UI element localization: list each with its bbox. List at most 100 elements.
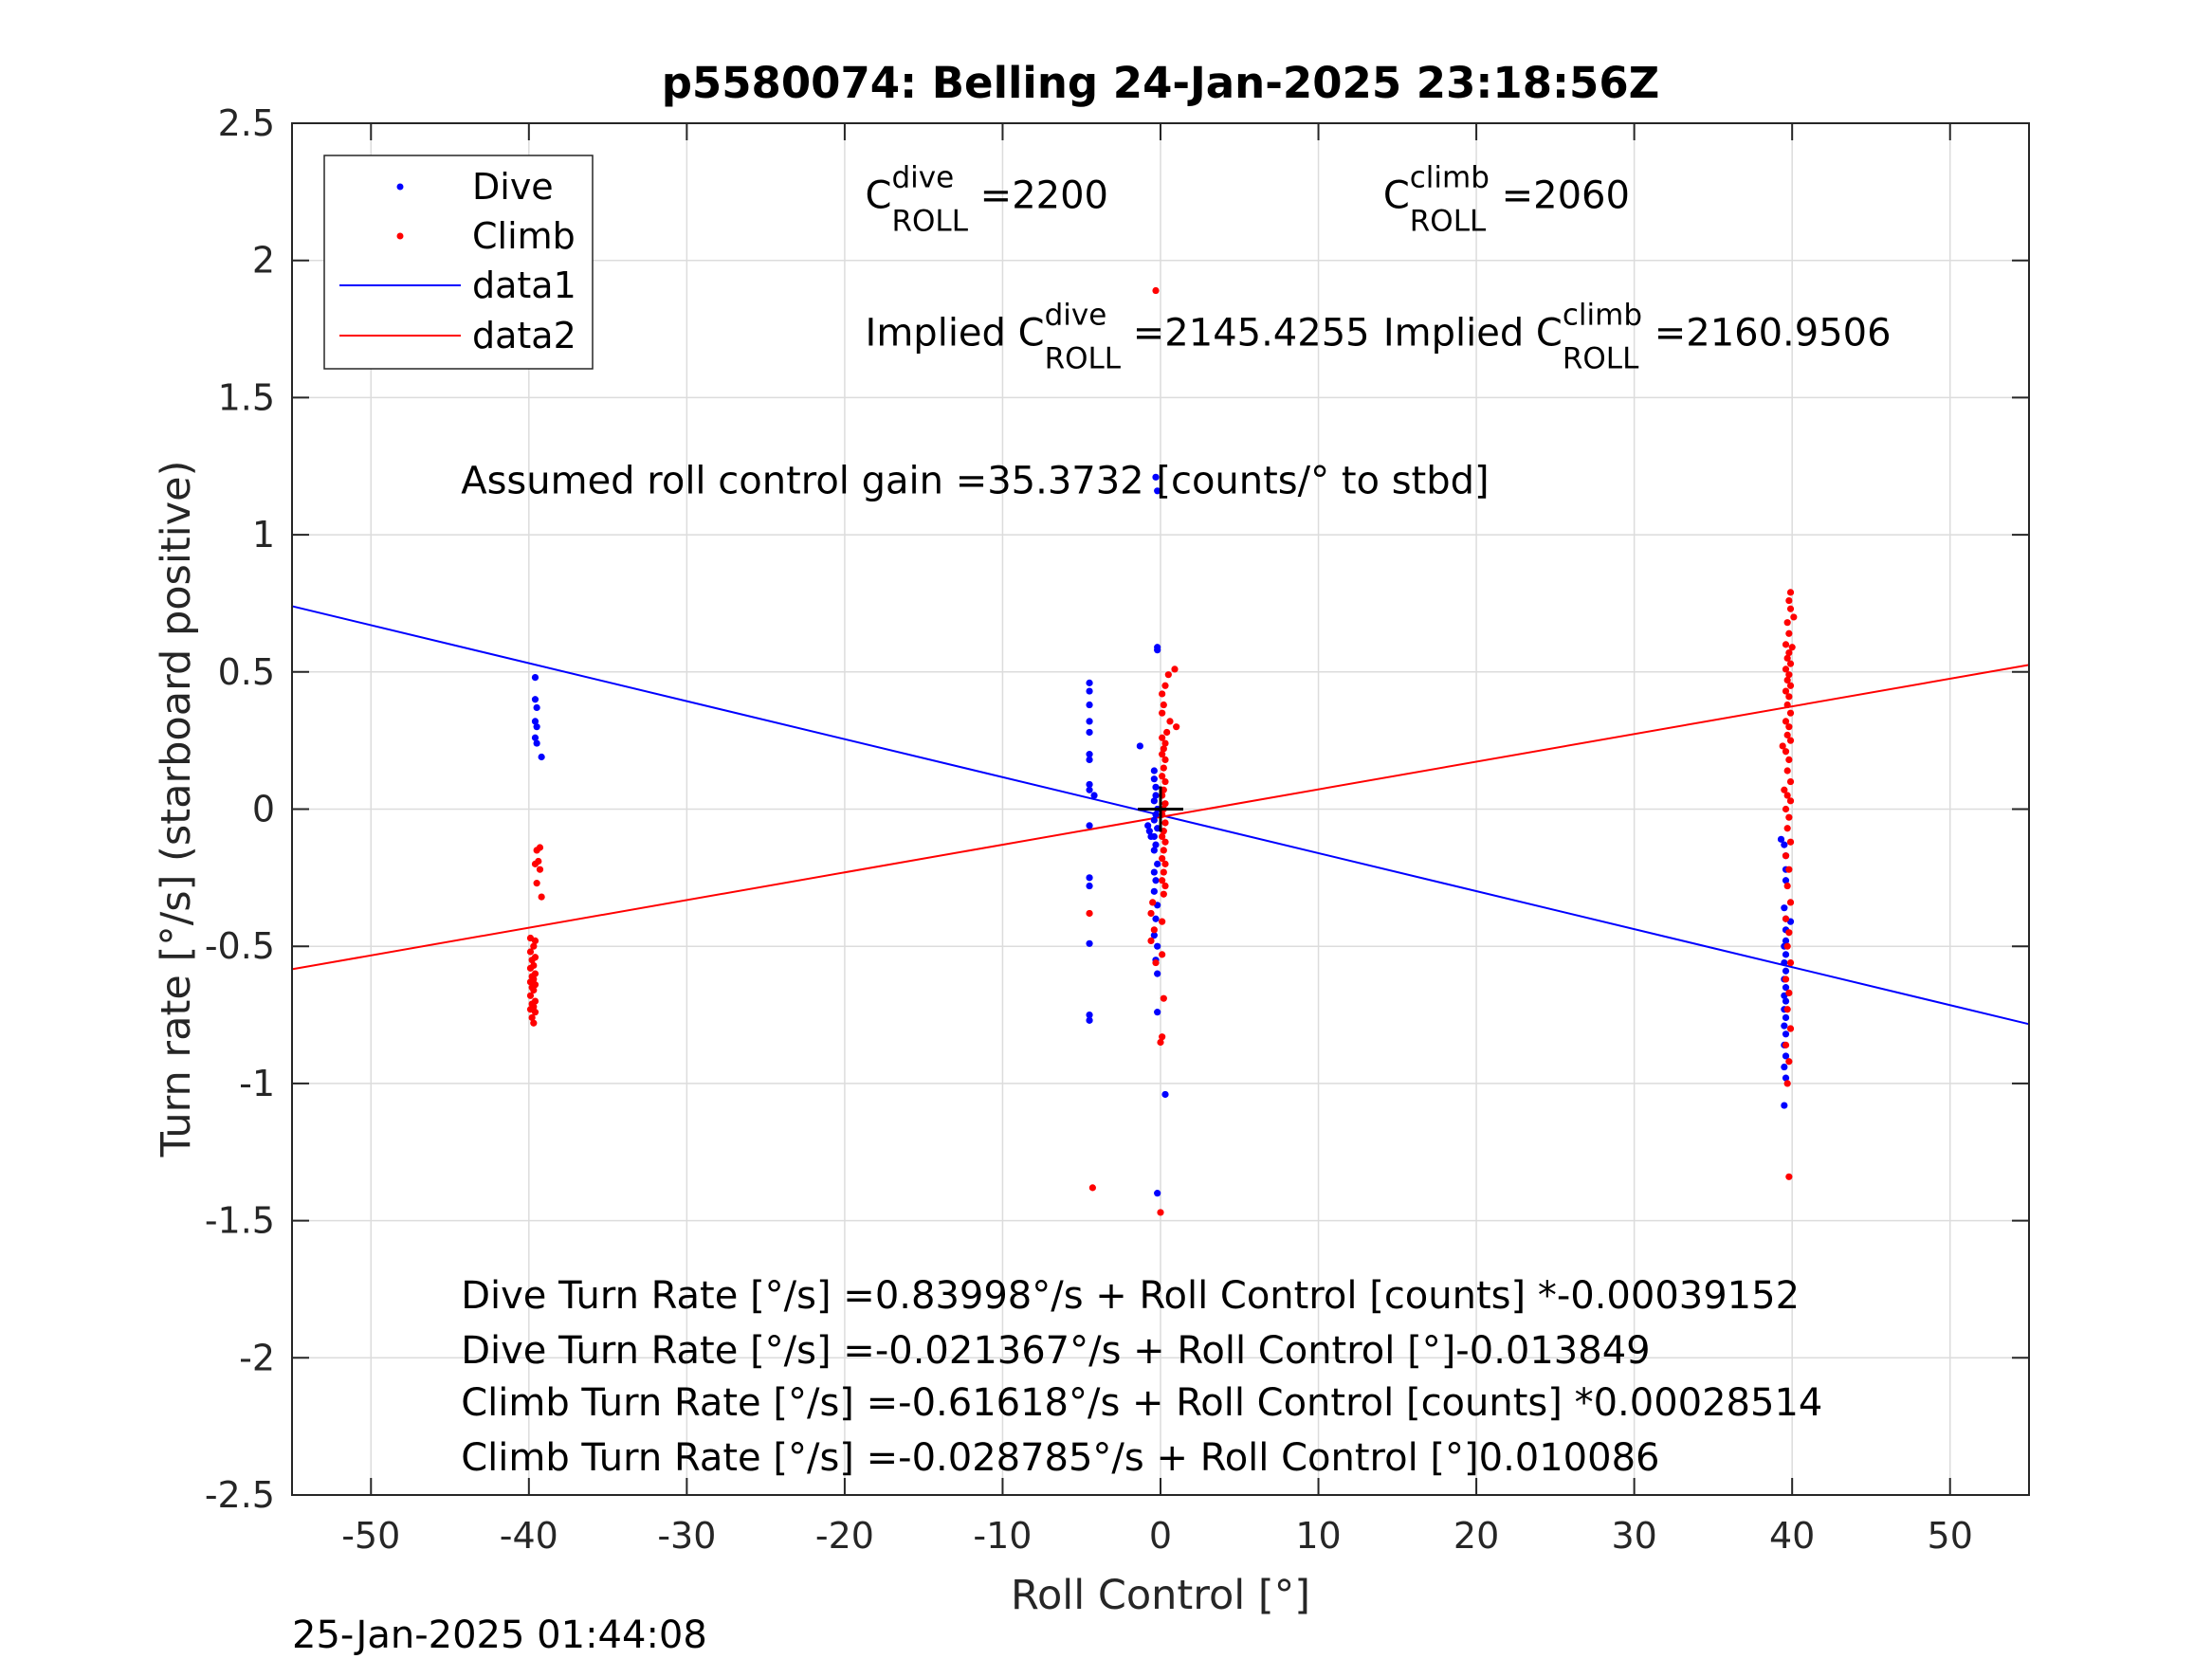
y-tick-label: 2.5 [218, 102, 275, 144]
annotation-base: Implied C [1383, 311, 1563, 355]
dive-point [1086, 874, 1093, 882]
climb-point [1157, 1209, 1164, 1216]
annotation-subscript: ROLL [1563, 341, 1639, 375]
climb-point [531, 1009, 539, 1016]
climb-point [526, 948, 535, 956]
dive-point [1154, 647, 1161, 654]
climb-point [530, 942, 538, 950]
dive-point [538, 753, 545, 761]
dive-point [531, 673, 539, 682]
dive-point [1154, 942, 1161, 950]
x-tick-label: 10 [1295, 1515, 1341, 1557]
legend-box [323, 155, 594, 370]
climb-point [1786, 709, 1795, 717]
climb-point [1159, 709, 1166, 717]
dive-point [1161, 1090, 1169, 1099]
climb-point [1160, 764, 1167, 772]
dive-point [1150, 797, 1158, 805]
climb-point [1786, 899, 1795, 906]
climb-point [1159, 918, 1166, 925]
x-axis-label: Roll Control [°] [1011, 1572, 1310, 1619]
dive-point [531, 696, 539, 703]
dive-point [1154, 860, 1161, 867]
climb-point [1159, 877, 1166, 884]
data-points [526, 286, 1798, 1216]
dive-point [531, 718, 539, 725]
climb-point [1161, 860, 1169, 867]
climb-point [1152, 958, 1160, 967]
climb-point [1783, 676, 1791, 684]
climb-point [1783, 619, 1791, 627]
dive-point [1781, 958, 1788, 967]
dive-point [533, 703, 540, 712]
climb-point [1785, 813, 1793, 821]
dive-point [1154, 487, 1161, 495]
climb-point [1159, 751, 1166, 758]
x-tick-label: 30 [1611, 1515, 1656, 1557]
dive-point [1152, 811, 1160, 818]
annotation-value: =2145.4255 [1121, 311, 1370, 355]
climb-point [1785, 693, 1793, 701]
climb-point [1786, 660, 1795, 667]
climb-point [1786, 605, 1795, 612]
climb-point [1160, 745, 1167, 753]
climb-point [1779, 742, 1786, 750]
timestamp: 25-Jan-2025 01:44:08 [292, 1613, 707, 1657]
origin-marker [1138, 786, 1183, 832]
climb-point [1159, 951, 1166, 958]
dive-point [1777, 835, 1785, 843]
climb-point [1786, 958, 1795, 967]
climb-point [1786, 589, 1795, 596]
dive-point [1086, 756, 1093, 764]
dive-point [1781, 1022, 1788, 1030]
climb-point [1788, 644, 1796, 651]
climb-point [1159, 1033, 1166, 1041]
y-tick-label: 2 [252, 240, 275, 282]
y-tick-label: 0.5 [218, 651, 275, 693]
dive-point [1152, 792, 1160, 799]
x-tick-label: -40 [500, 1515, 558, 1557]
annotation-fit-1: Dive Turn Rate [°/s] =0.83998°/s + Roll … [461, 1274, 1800, 1318]
climb-point [1147, 937, 1155, 945]
dive-point [1150, 887, 1158, 895]
annotation-base: Implied C [866, 311, 1045, 355]
annotation-superscript: climb [1563, 298, 1642, 332]
dive-point [1086, 786, 1093, 793]
dive-point [1782, 1013, 1790, 1022]
climb-point [1782, 975, 1790, 983]
chart-title: p5580074: Belling 24-Jan-2025 23:18:56Z [662, 58, 1660, 108]
legend-climb-marker [396, 232, 404, 240]
climb-point [1785, 989, 1793, 996]
annotation-c-climb: Cclimb ROLL =2060 [1383, 161, 1630, 239]
climb-point [528, 957, 536, 964]
annotation-implied-dive: Implied Cdive ROLL =2145.4255 [866, 298, 1370, 375]
x-tick-label: 20 [1453, 1515, 1499, 1557]
climb-point [1161, 682, 1169, 689]
annotation-superscript: dive [891, 161, 954, 195]
climb-point [1160, 868, 1167, 876]
climb-point [1783, 1006, 1791, 1013]
climb-point [1160, 994, 1167, 1002]
climb-point [531, 860, 539, 867]
climb-point [526, 964, 535, 972]
dive-point [1782, 997, 1790, 1005]
climb-point [1086, 909, 1093, 918]
climb-point [526, 992, 535, 999]
annotation-value: =2200 [968, 174, 1108, 218]
climb-point [1785, 756, 1793, 764]
x-tick-label: -50 [341, 1515, 400, 1557]
climb-point [1781, 786, 1788, 793]
dive-point [1136, 742, 1143, 750]
climb-point [1785, 1058, 1793, 1066]
climb-point [1159, 734, 1166, 741]
annotation-c-dive: Cdive ROLL =2200 [866, 161, 1108, 239]
dive-point [1150, 847, 1158, 854]
climb-point [1783, 1080, 1791, 1087]
climb-point [1783, 792, 1791, 799]
climb-point [1783, 731, 1791, 738]
climb-point [1173, 723, 1180, 731]
climb-point [1790, 613, 1798, 621]
x-tick-labels: -50 -40 -30 -20 -10 0 10 20 30 40 50 [341, 1515, 1973, 1557]
climb-point [1161, 882, 1169, 890]
